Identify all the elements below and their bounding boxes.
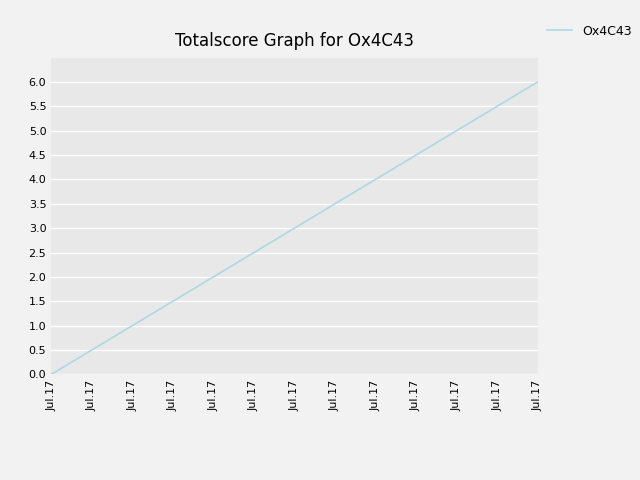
Ox4C43 [298, 221, 306, 227]
Ox4C43 [47, 372, 55, 377]
Line: Ox4C43: Ox4C43 [51, 82, 538, 374]
Ox4C43 [495, 103, 502, 108]
Ox4C43 [534, 79, 541, 85]
Ox4C43 [141, 315, 148, 321]
Ox4C43 [161, 303, 168, 309]
Title: Totalscore Graph for Ox4C43: Totalscore Graph for Ox4C43 [175, 33, 414, 50]
Ox4C43 [337, 197, 345, 203]
Legend: Ox4C43: Ox4C43 [543, 20, 637, 43]
Ox4C43 [509, 94, 517, 100]
